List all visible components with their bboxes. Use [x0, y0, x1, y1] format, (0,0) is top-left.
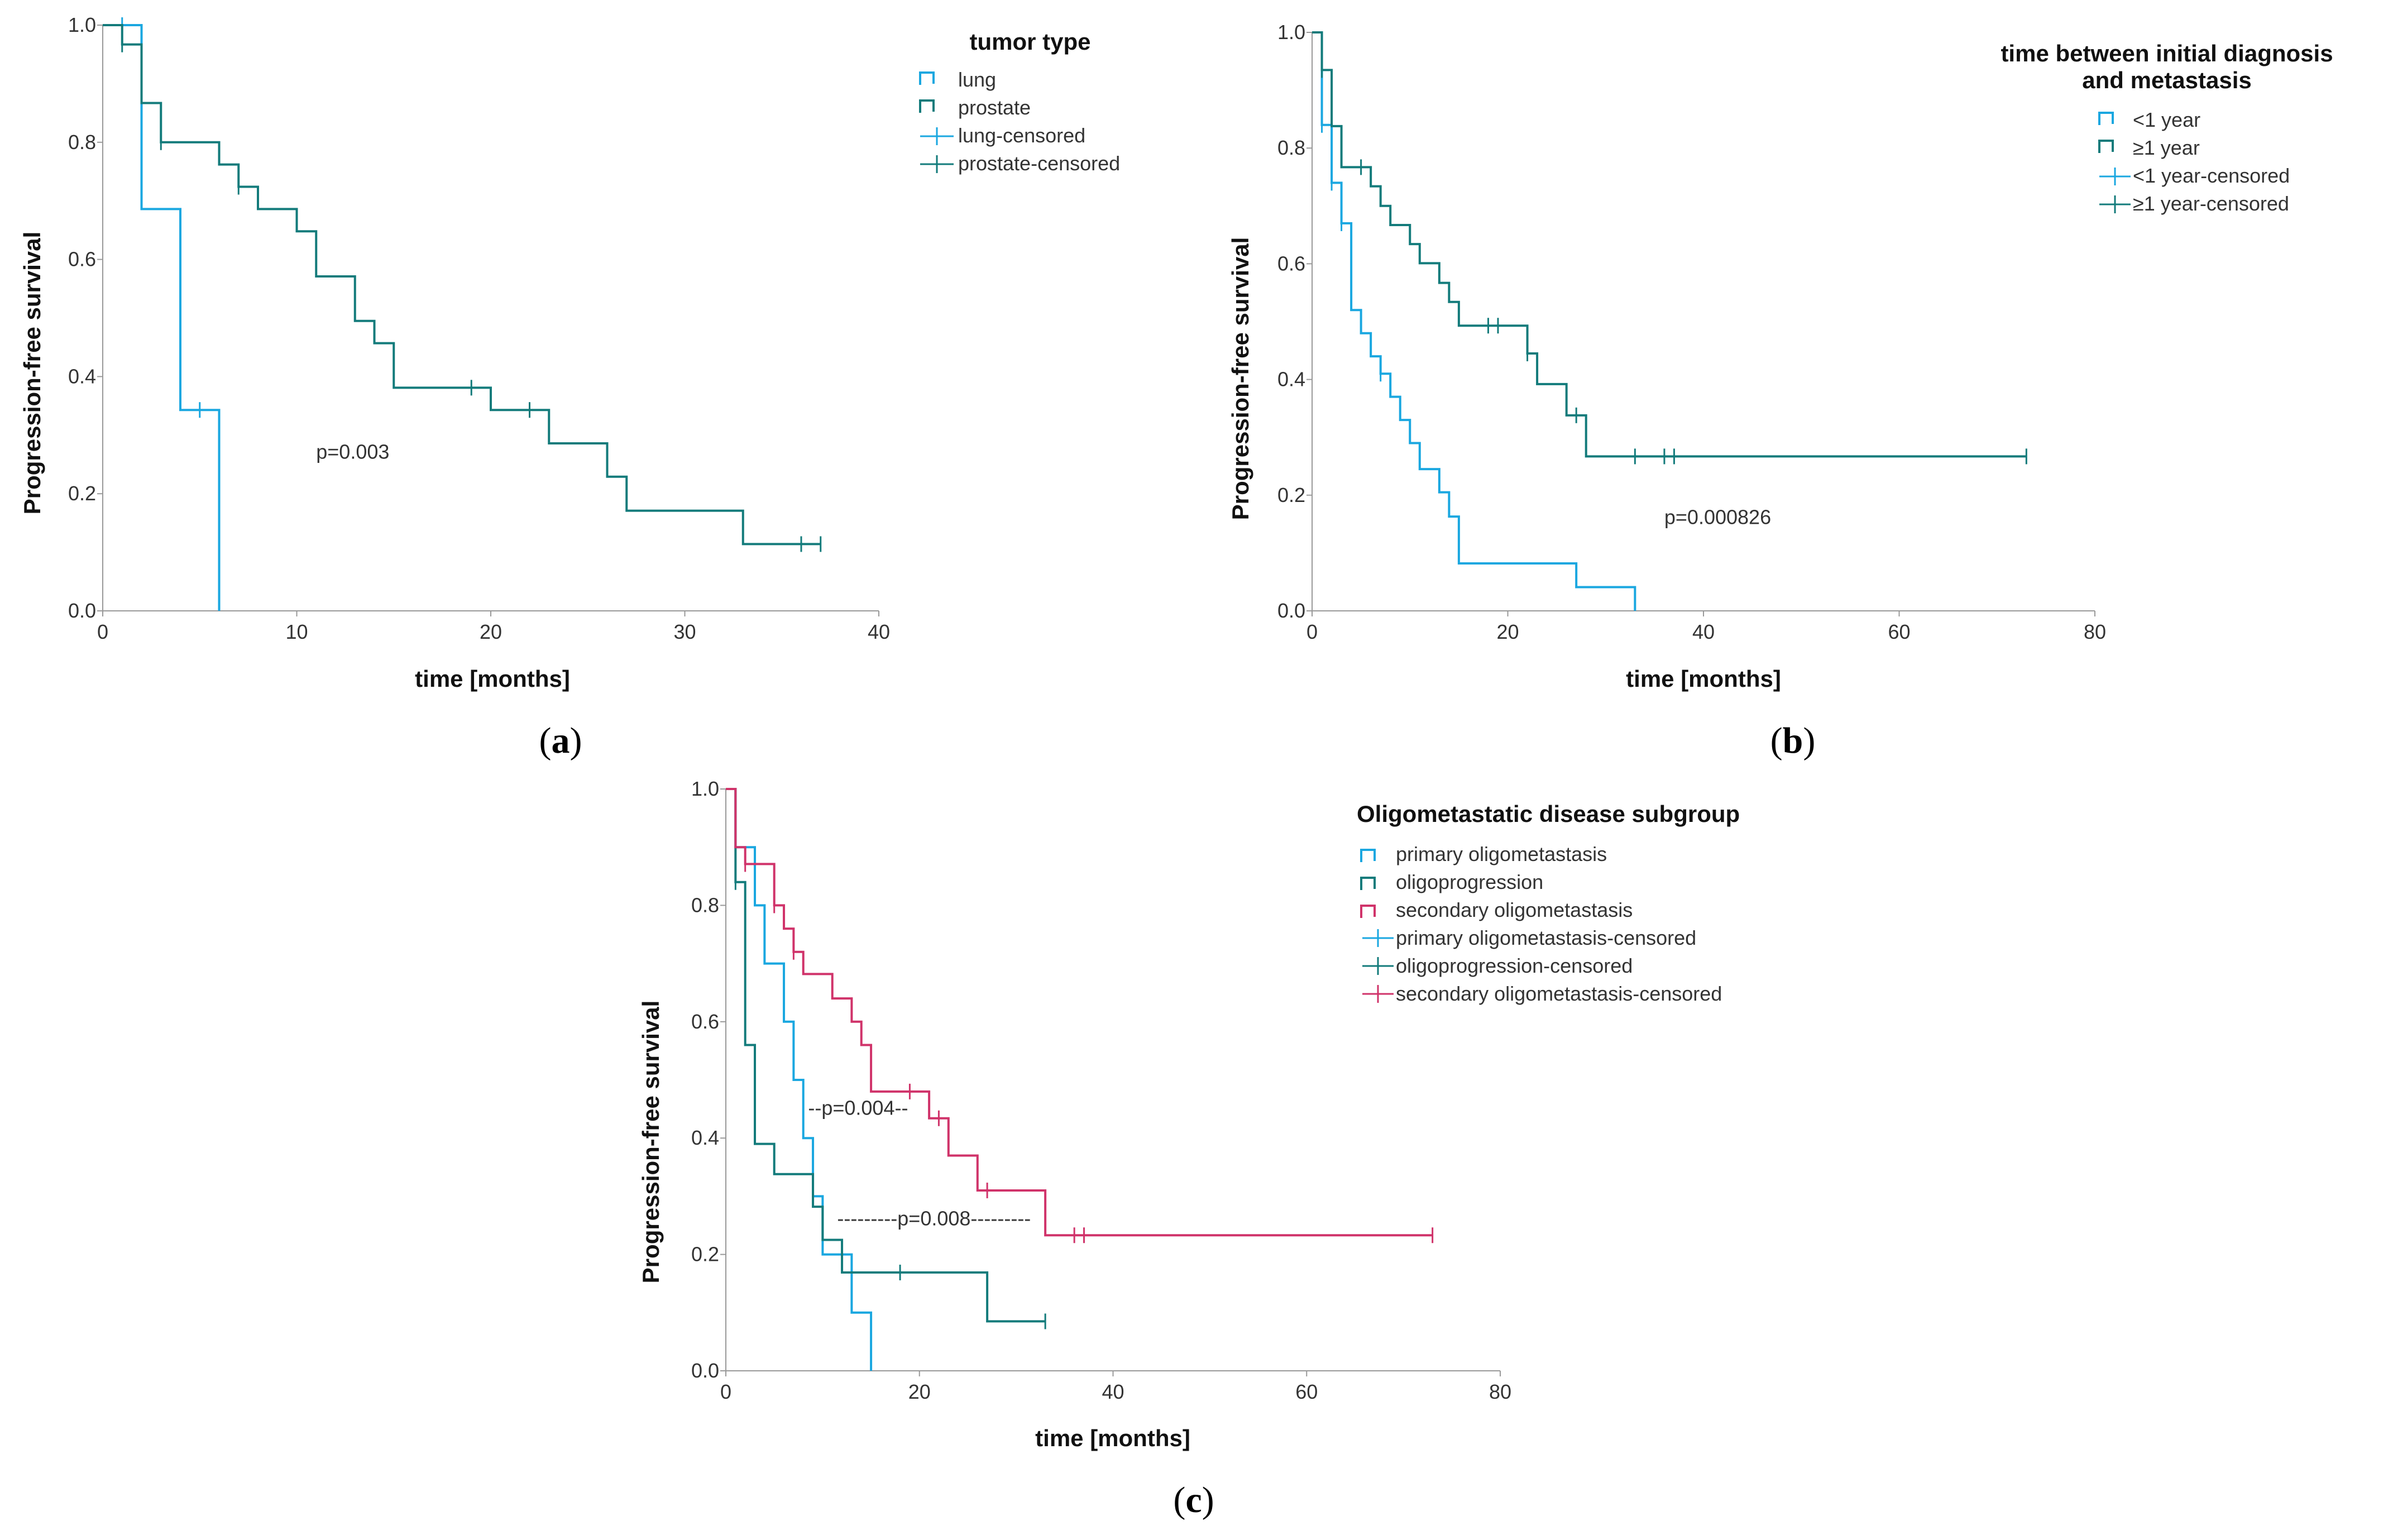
x-axis-label-c: time [months] — [1035, 1425, 1190, 1451]
legend-swatch-primary-censored — [1362, 929, 1394, 947]
x-tick-label-b: 0 — [1307, 620, 1318, 643]
y-tick-label-a: 0.4 — [68, 365, 96, 388]
y-tick-label-c: 0.6 — [691, 1010, 719, 1033]
x-tick-label-c: 0 — [720, 1380, 731, 1403]
plot-area-a: 0.0 0.2 0.4 0.6 0.8 1.0 0 10 20 30 40 p=0.003 — [68, 13, 890, 643]
y-tick-label-c: 1.0 — [691, 777, 719, 800]
legend-swatch-lt1year — [2098, 112, 2114, 125]
legend-label-primary-censored: primary oligometastasis-censored — [1396, 926, 1696, 949]
legend-label-oligoprogression-censored: oligoprogression-censored — [1396, 954, 1633, 977]
x-tick-label-c: 40 — [1102, 1380, 1124, 1403]
legend-label-prostate-censored: prostate-censored — [958, 152, 1120, 175]
legend-a: tumor type lung prostate lung-censored p… — [919, 28, 1120, 175]
plot-area-c: 0.0 0.2 0.4 0.6 0.8 1.0 0 20 40 60 80 --p=0.004-- --… — [691, 777, 1511, 1403]
panel-a: 0.0 0.2 0.4 0.6 0.8 1.0 0 10 20 30 40 p=0.003 time … — [19, 13, 1120, 761]
p-value-annotation-c: --p=0.004-- — [808, 1097, 908, 1120]
legend-swatch-ge1year-censored — [2099, 195, 2131, 213]
km-curve-a-lung — [103, 24, 221, 611]
x-tick-label-b: 40 — [1692, 620, 1715, 643]
x-tick-label-b: 80 — [2084, 620, 2106, 643]
y-tick-label-b: 0.4 — [1277, 368, 1305, 391]
legend-swatch-prostate — [919, 99, 935, 113]
x-tick-label-c: 80 — [1489, 1380, 1511, 1403]
y-tick-label-c: 0.4 — [691, 1126, 719, 1149]
legend-label-ge1year-censored: ≥1 year-censored — [2133, 192, 2289, 215]
y-tick-label-b: 0.0 — [1277, 599, 1305, 622]
km-curve-c-oligoprogression — [726, 788, 1046, 1323]
legend-label-lung: lung — [958, 68, 996, 91]
panel-label-b: (b) — [1770, 720, 1816, 761]
x-tick-label-a: 40 — [868, 620, 890, 643]
p-value-annotation-b: p=0.000826 — [1664, 506, 1771, 529]
panel-label-c: (c) — [1173, 1480, 1214, 1520]
panel-label-c-letter: c — [1185, 1480, 1202, 1520]
x-tick-label-a: 30 — [673, 620, 696, 643]
legend-swatch-primary — [1360, 849, 1376, 862]
y-tick-label-a: 0.8 — [68, 131, 96, 154]
plot-area-b: 0.0 0.2 0.4 0.6 0.8 1.0 0 20 40 60 80 p=0.000826 — [1277, 21, 2106, 643]
x-tick-label-b: 60 — [1888, 620, 1910, 643]
legend-label-lt1year: <1 year — [2133, 108, 2200, 131]
legend-swatch-oligoprogression — [1360, 877, 1376, 890]
legend-title-a: tumor type — [969, 28, 1090, 55]
panel-label-a-letter: a — [552, 720, 570, 761]
legend-b: time between initial diagnosis and metas… — [2001, 40, 2333, 215]
panel-label-b-letter: b — [1783, 720, 1803, 761]
legend-swatch-lung — [919, 71, 935, 85]
x-axis-label-a: time [months] — [415, 666, 570, 692]
legend-swatch-lung-censored — [920, 127, 954, 145]
x-axis-label-b: time [months] — [1626, 666, 1781, 692]
legend-swatch-lt1year-censored — [2099, 168, 2131, 185]
panel-b: 0.0 0.2 0.4 0.6 0.8 1.0 0 20 40 60 80 p=0.000826 ti… — [1227, 21, 2333, 761]
km-curve-a-prostate — [103, 24, 821, 546]
x-tick-label-c: 20 — [908, 1380, 931, 1403]
legend-title-b-line2: and metastasis — [2082, 67, 2251, 93]
legend-c: Oligometastatic disease subgroup primary… — [1357, 801, 1740, 1005]
y-tick-label-a: 0.0 — [68, 599, 96, 622]
km-curve-b--1-year — [1312, 31, 2027, 458]
x-tick-label-c: 60 — [1295, 1380, 1318, 1403]
y-tick-label-a: 0.6 — [68, 248, 96, 271]
x-tick-label-b: 20 — [1496, 620, 1519, 643]
legend-swatch-prostate-censored — [920, 155, 954, 173]
x-tick-label-a: 20 — [480, 620, 502, 643]
legend-label-secondary-censored: secondary oligometastasis-censored — [1396, 982, 1722, 1005]
legend-label-lt1year-censored: <1 year-censored — [2133, 164, 2290, 187]
y-axis-label-b: Progression-free survival — [1227, 237, 1253, 520]
legend-label-lung-censored: lung-censored — [958, 124, 1085, 147]
legend-swatch-secondary-censored — [1362, 985, 1394, 1003]
y-tick-label-c: 0.0 — [691, 1359, 719, 1382]
y-tick-label-c: 0.8 — [691, 893, 719, 916]
legend-label-ge1year: ≥1 year — [2133, 136, 2200, 159]
legend-swatch-secondary — [1360, 905, 1376, 918]
legend-title-b-line1: time between initial diagnosis — [2001, 40, 2333, 66]
legend-label-prostate: prostate — [958, 96, 1031, 119]
km-curve-c-primary-oligometastasis — [726, 788, 873, 1371]
legend-label-secondary: secondary oligometastasis — [1396, 898, 1633, 921]
legend-swatch-ge1year — [2098, 140, 2114, 153]
y-tick-label-b: 0.8 — [1277, 136, 1305, 159]
p-value-annotation-a: p=0.003 — [316, 440, 389, 463]
legend-label-primary: primary oligometastasis — [1396, 843, 1607, 865]
legend-label-oligoprogression: oligoprogression — [1396, 871, 1543, 893]
y-tick-label-c: 0.2 — [691, 1243, 719, 1266]
panel-c: 0.0 0.2 0.4 0.6 0.8 1.0 0 20 40 60 80 --p=0.004-- --… — [638, 777, 1740, 1520]
y-axis-label-c: Progression-free survival — [638, 1001, 664, 1284]
y-tick-label-b: 0.2 — [1277, 484, 1305, 506]
y-axis-label-a: Progression-free survival — [19, 232, 45, 515]
km-curve-b--1-year — [1312, 31, 1636, 611]
x-tick-label-a: 0 — [97, 620, 108, 643]
y-tick-label-a: 1.0 — [68, 13, 96, 36]
km-curve-c-secondary-oligometastasis — [726, 788, 1433, 1237]
p-value-annotation-c: ---------p=0.008--------- — [837, 1207, 1031, 1230]
y-tick-label-b: 0.6 — [1277, 252, 1305, 275]
legend-swatch-oligoprogression-censored — [1362, 957, 1394, 975]
panel-label-a: (a) — [539, 720, 582, 761]
y-tick-label-b: 1.0 — [1277, 21, 1305, 44]
y-tick-label-a: 0.2 — [68, 482, 96, 505]
x-tick-label-a: 10 — [285, 620, 308, 643]
legend-title-c: Oligometastatic disease subgroup — [1357, 801, 1740, 827]
